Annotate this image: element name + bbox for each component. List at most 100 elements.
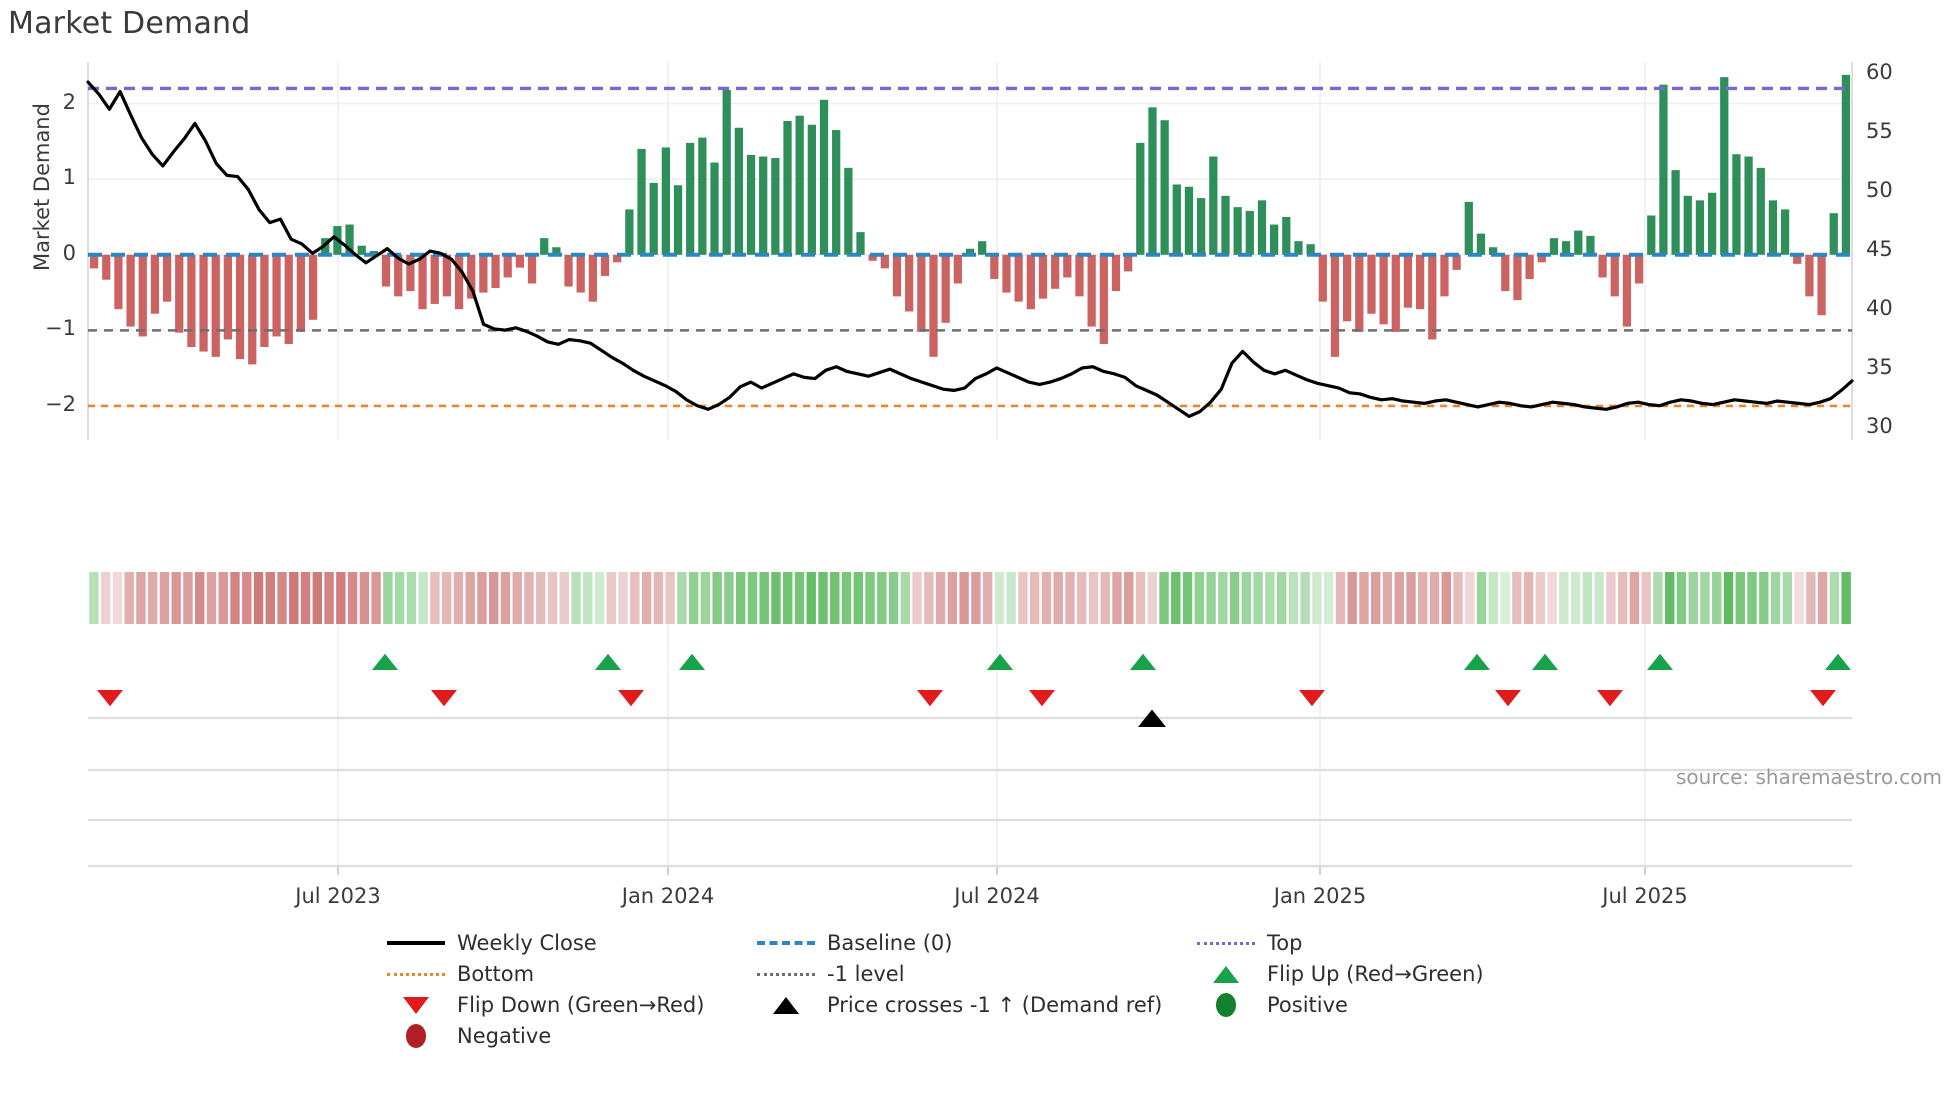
heatmap-cell [242, 572, 252, 624]
demand-bar [1379, 254, 1388, 325]
demand-bar [978, 241, 987, 255]
demand-bar [1817, 254, 1826, 316]
heatmap-cell [935, 572, 946, 624]
legend-label-flip-up: Flip Up (Red→Green) [1267, 962, 1484, 986]
flip-up-marker[interactable] [595, 653, 621, 670]
demand-bar [1671, 170, 1680, 255]
heatmap-cell [1676, 572, 1687, 624]
flip-up-marker[interactable] [679, 653, 705, 670]
demand-bar [1367, 254, 1376, 314]
flip-up-marker[interactable] [1130, 653, 1156, 670]
price-cross-marker[interactable] [1138, 709, 1166, 728]
flip-down-marker[interactable] [97, 690, 123, 707]
legend-item-baseline[interactable]: Baseline (0) [755, 928, 1195, 958]
heatmap-cell [465, 572, 475, 624]
flip-down-marker[interactable] [917, 690, 943, 707]
flip-down-marker[interactable] [1029, 690, 1055, 707]
demand-bar [260, 254, 269, 348]
legend-label-flip-down: Flip Down (Green→Red) [457, 993, 705, 1017]
flip-up-marker[interactable] [1464, 653, 1490, 670]
demand-bar [406, 254, 415, 292]
demand-bar [1428, 254, 1437, 340]
heatmap-cell [300, 572, 311, 624]
demand-bar [1622, 254, 1632, 327]
flip-up-marker[interactable] [1647, 653, 1673, 670]
y-left-tick: 1 [62, 165, 76, 190]
demand-bar [138, 254, 147, 337]
page-title: Market Demand [8, 6, 251, 41]
heatmap-cell [606, 572, 617, 624]
heatmap-cell [1535, 572, 1546, 624]
demand-bar [734, 127, 743, 255]
legend-item-bottom[interactable]: Bottom [385, 959, 755, 989]
heatmap-cell [477, 572, 487, 624]
demand-bar [929, 254, 938, 357]
heatmap-cell [1347, 572, 1357, 624]
y-right-tick: 55 [1866, 118, 1893, 143]
heatmap-cell [735, 572, 746, 624]
legend-swatch-weekly-close-icon [385, 931, 447, 955]
flip-up-marker[interactable] [1532, 653, 1558, 670]
legend-item-negative[interactable]: Negative [385, 1021, 755, 1051]
flip-up-marker[interactable] [1825, 653, 1851, 670]
heatmap-cell [1265, 572, 1275, 624]
demand-bar [1634, 254, 1644, 284]
heatmap-cell [218, 572, 228, 624]
heatmap-cell [583, 572, 593, 624]
legend-item-top[interactable]: Top [1195, 928, 1525, 958]
legend-item-price-crosses-minus-one[interactable]: Price crosses -1 ↑ (Demand ref) [755, 990, 1195, 1020]
legend-item-flip-up[interactable]: Flip Up (Red→Green) [1195, 959, 1525, 989]
heatmap-cell [206, 572, 217, 624]
flip-down-marker[interactable] [431, 690, 457, 707]
legend-item-flip-down[interactable]: Flip Down (Green→Red) [385, 990, 755, 1020]
flip-up-marker[interactable] [987, 653, 1013, 670]
demand-bar [1756, 167, 1765, 255]
demand-bar [296, 254, 306, 332]
heatmap-cell [1747, 572, 1757, 624]
heatmap-cell [1041, 572, 1052, 624]
legend-label-minus-one-level: -1 level [827, 962, 905, 986]
demand-bar [1148, 107, 1157, 255]
flip-down-marker[interactable] [1495, 690, 1521, 707]
heatmap-cell [1359, 572, 1369, 624]
heatmap-cell [947, 572, 958, 624]
legend-item-weekly-close[interactable]: Weekly Close [385, 928, 755, 958]
legend-item-positive[interactable]: Positive [1195, 990, 1525, 1020]
heatmap-cell [1653, 572, 1663, 624]
flip-down-marker[interactable] [1810, 690, 1836, 707]
chart-legend: Weekly Close Baseline (0) Top Bottom -1 leve… [385, 928, 1685, 1051]
heatmap-cell [1029, 572, 1040, 624]
heatmap-cell [1665, 572, 1675, 624]
flip-down-marker[interactable] [1597, 690, 1623, 707]
y-left-tick: 0 [62, 240, 76, 265]
flip-up-marker[interactable] [372, 653, 398, 670]
demand-bar [89, 254, 99, 269]
heatmap-cell [724, 572, 734, 624]
heatmap-cell [1429, 572, 1440, 624]
dot-green-icon [1216, 993, 1236, 1017]
demand-bar [1841, 74, 1851, 255]
heatmap-cell [1794, 572, 1804, 624]
flip-down-marker[interactable] [1299, 690, 1325, 707]
heatmap-cell [1241, 572, 1252, 624]
heatmap-cell [759, 572, 769, 624]
demand-bar [649, 182, 658, 255]
heatmap-cell [1312, 572, 1322, 624]
demand-bar [552, 247, 561, 255]
legend-item-minus-one-level[interactable]: -1 level [755, 959, 1195, 989]
legend-label-baseline: Baseline (0) [827, 931, 953, 955]
demand-bar [1476, 233, 1486, 255]
demand-bar [1282, 216, 1291, 255]
demand-bar [430, 254, 439, 304]
heatmap-cell [1441, 572, 1451, 624]
heatmap-cell [1465, 572, 1475, 624]
demand-bar [1233, 207, 1242, 255]
demand-bar [1124, 254, 1133, 272]
demand-bar [114, 254, 123, 310]
demand-bar [613, 254, 622, 263]
demand-bar [1720, 77, 1729, 255]
heatmap-cell [877, 572, 887, 624]
x-axis-tick: Jul 2025 [1602, 884, 1688, 908]
flip-down-marker[interactable] [618, 690, 644, 707]
demand-bar [418, 254, 427, 310]
